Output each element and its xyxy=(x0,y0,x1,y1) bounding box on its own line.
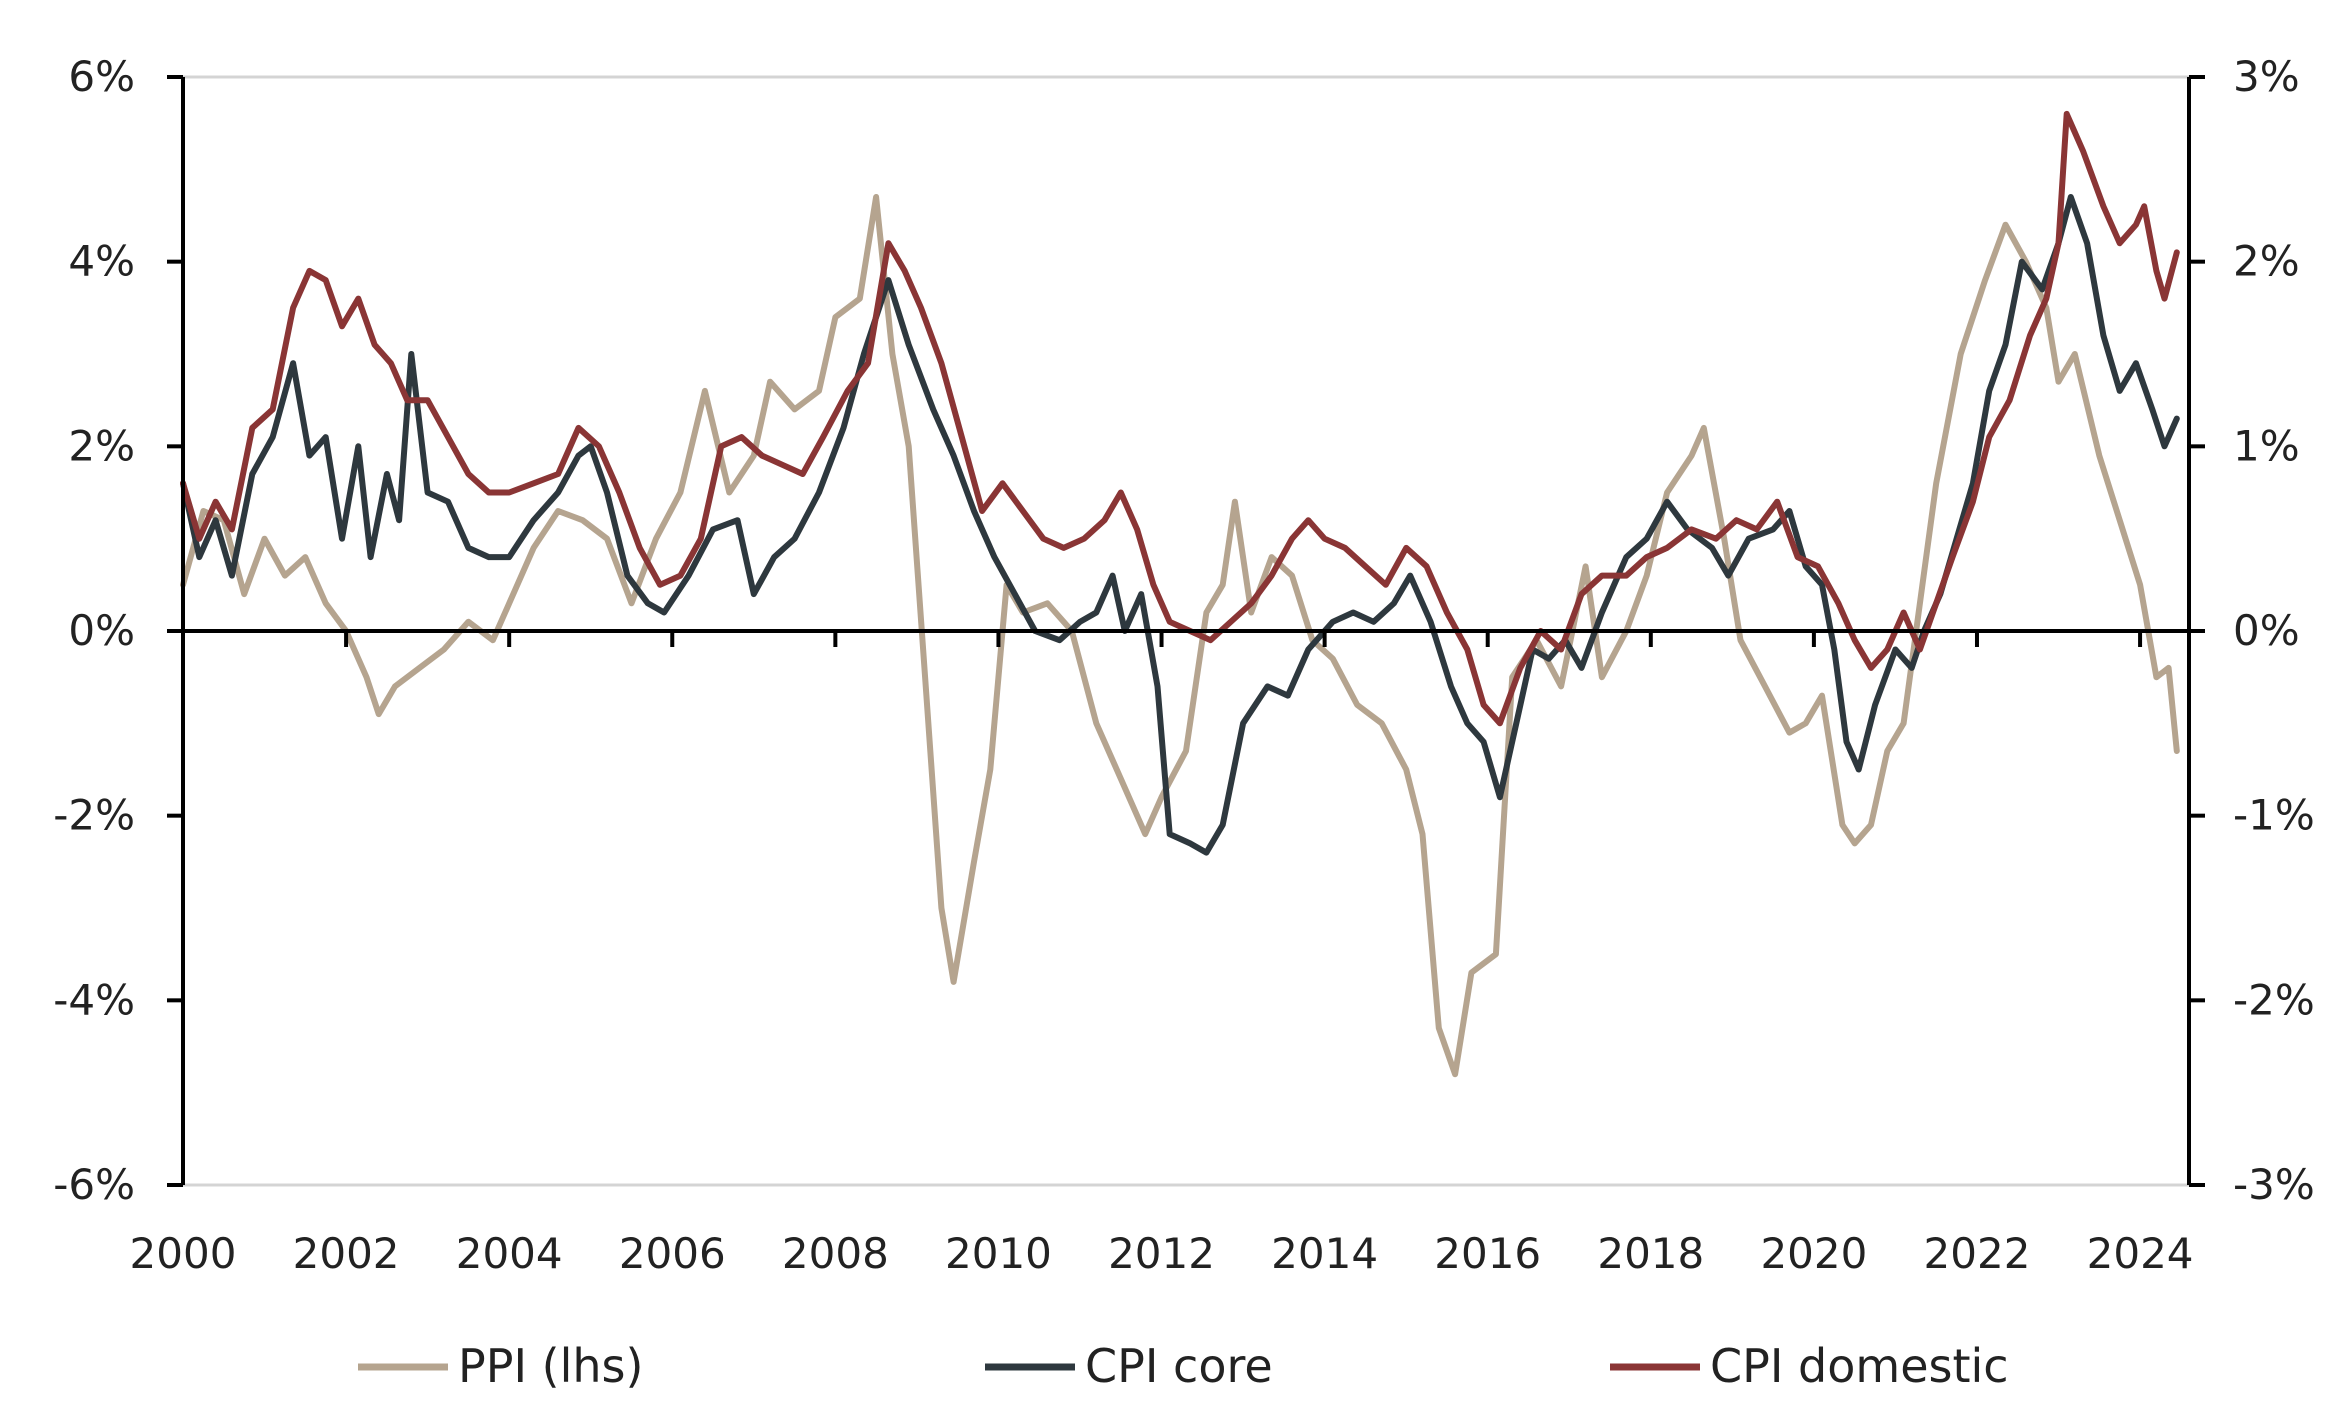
x-tick-label: 2016 xyxy=(1434,1229,1541,1278)
right-y-tick-label: -3% xyxy=(2233,1160,2315,1209)
x-tick-label: 2004 xyxy=(456,1229,563,1278)
right-y-tick-label: -1% xyxy=(2233,791,2315,840)
left-y-tick-label: -6% xyxy=(53,1160,135,1209)
left-y-tick-label: -4% xyxy=(53,975,135,1024)
series-line-ppi-lhs xyxy=(180,194,2180,1078)
left-y-tick-label: 2% xyxy=(68,421,135,470)
axes-layer: 6% 4% 2% 0% -2% -4% -6% 3% 2% 1% 0% -1% -2% -3% 2000 20… xyxy=(53,52,2315,1278)
x-tick-label: 2008 xyxy=(782,1229,889,1278)
legend-label-ppi-lhs: PPI (lhs) xyxy=(458,1339,643,1393)
series-line-cpi-core xyxy=(180,194,2180,856)
right-y-tick-label: 0% xyxy=(2233,606,2300,655)
x-tick-label: 2024 xyxy=(2087,1229,2194,1278)
x-tick-label: 2022 xyxy=(1924,1229,2031,1278)
x-tick-label: 2012 xyxy=(1108,1229,1215,1278)
right-y-tick-label: -2% xyxy=(2233,975,2315,1024)
right-y-tick-label: 1% xyxy=(2233,421,2300,470)
x-tick-label: 2002 xyxy=(293,1229,400,1278)
series-line-cpi-domestic xyxy=(180,110,2180,727)
x-tick-label: 2010 xyxy=(945,1229,1052,1278)
x-tick-label: 2006 xyxy=(619,1229,726,1278)
series-layer xyxy=(180,110,2180,1078)
left-y-tick-label: 0% xyxy=(68,606,135,655)
right-y-tick-label: 3% xyxy=(2233,52,2300,101)
x-tick-label: 2018 xyxy=(1597,1229,1704,1278)
left-y-tick-label: 4% xyxy=(68,237,135,286)
x-tick-label: 2000 xyxy=(130,1229,237,1278)
left-y-tick-label: -2% xyxy=(53,791,135,840)
legend-label-cpi-core: CPI core xyxy=(1085,1339,1273,1393)
x-tick-label: 2014 xyxy=(1271,1229,1378,1278)
right-y-tick-label: 2% xyxy=(2233,237,2300,286)
legend-label-cpi-domestic: CPI domestic xyxy=(1710,1339,2009,1393)
x-tick-label: 2020 xyxy=(1760,1229,1867,1278)
legend: PPI (lhs) CPI core CPI domestic xyxy=(358,1339,2009,1393)
left-y-tick-label: 6% xyxy=(68,52,135,101)
